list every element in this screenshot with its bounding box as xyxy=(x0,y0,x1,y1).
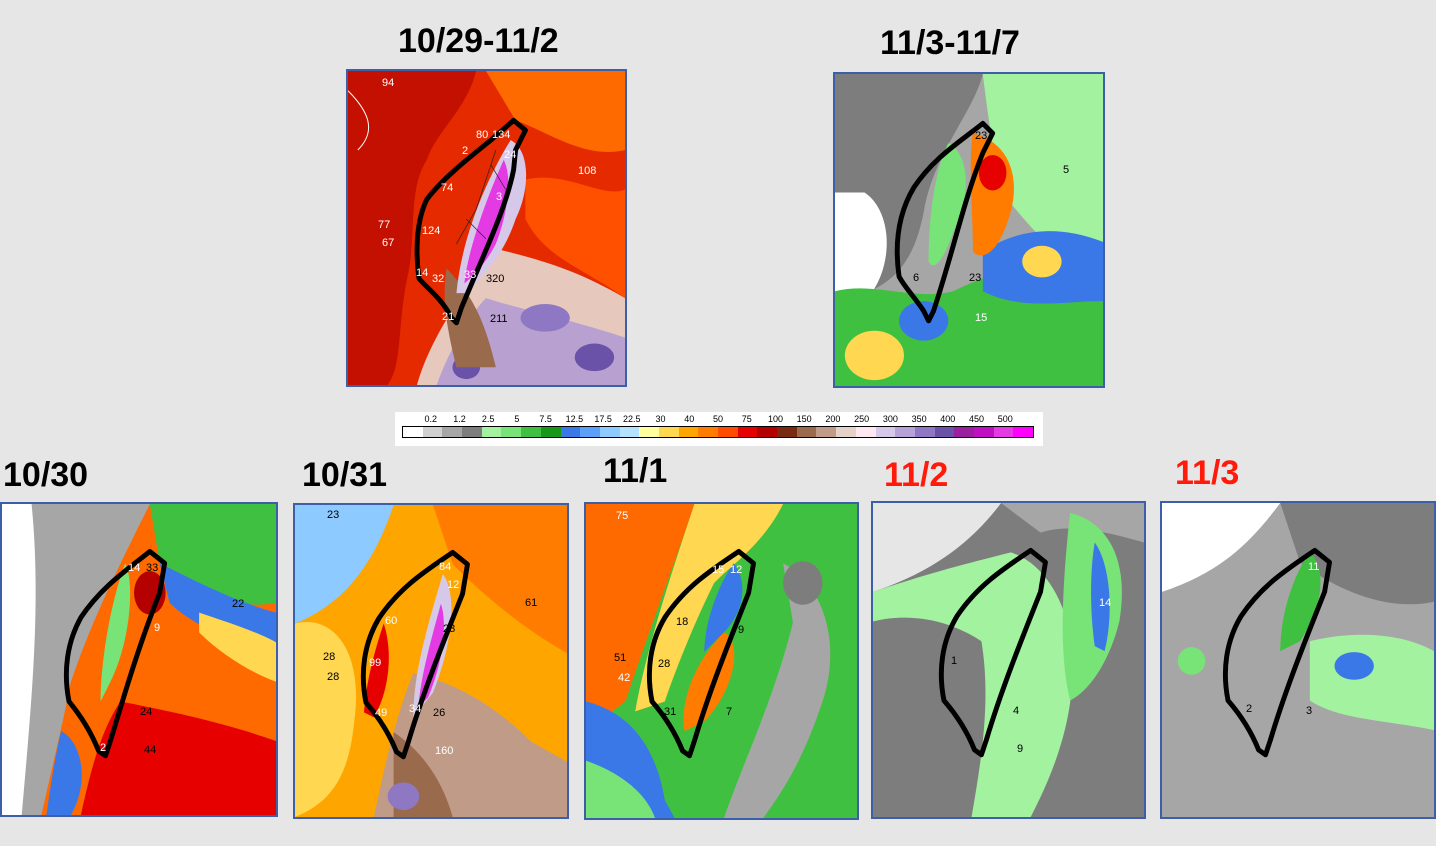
legend-swatch xyxy=(678,427,699,437)
legend-tick-label: 40 xyxy=(684,414,695,424)
rainfall-map-10-31 xyxy=(293,503,569,819)
legend-tick-label: 0.2 xyxy=(424,414,437,424)
legend-swatch xyxy=(836,427,856,437)
rainfall-map-11-2 xyxy=(871,501,1146,819)
legend-tick-label: 12.5 xyxy=(565,414,584,424)
legend-swatch xyxy=(462,427,482,437)
legend-swatch xyxy=(1013,427,1033,437)
rainfall-color-legend: 0.2 1.2 2.5 5 7.5 12.5 17.5 22.5 30 40 50 75 100 150 2… xyxy=(395,412,1043,446)
legend-swatch xyxy=(855,427,876,437)
rainfall-map-11-1 xyxy=(584,502,859,820)
panel-title-11-3: 11/3 xyxy=(1175,454,1240,492)
legend-tick-label: 150 xyxy=(796,414,812,424)
legend-tick-label: 75 xyxy=(741,414,752,424)
legend-tick-label: 50 xyxy=(712,414,724,424)
rainfall-map-10-29-11-2 xyxy=(346,69,627,387)
panel-title-11-1: 11/1 xyxy=(603,452,668,490)
rainfall-map-11-3-11-7 xyxy=(833,72,1105,388)
rainfall-map-10-30 xyxy=(0,502,278,817)
legend-tick-label: 5 xyxy=(514,414,520,424)
legend-swatch xyxy=(580,427,600,437)
legend-tick-label: 450 xyxy=(969,414,985,424)
panel-title-10-30: 10/30 xyxy=(3,456,89,494)
legend-tick-label: 2.5 xyxy=(481,414,495,424)
legend-swatch xyxy=(501,427,522,437)
legend-swatch xyxy=(914,427,935,437)
legend-swatch xyxy=(934,427,955,437)
legend-swatch xyxy=(540,427,561,437)
legend-tick-label: 22.5 xyxy=(623,414,641,424)
legend-swatch xyxy=(737,427,758,437)
legend-swatch xyxy=(422,427,443,437)
legend-tick-label: 500 xyxy=(997,414,1013,424)
legend-swatch xyxy=(639,427,659,437)
legend-swatch xyxy=(619,427,640,437)
panel-title-10-29-11-2: 10/29-11/2 xyxy=(398,22,559,60)
legend-tick-label: 200 xyxy=(825,414,841,424)
legend-swatch xyxy=(403,427,423,437)
legend-tick-label: 100 xyxy=(767,414,783,424)
legend-swatch xyxy=(973,427,994,437)
legend-tick-label: 250 xyxy=(854,414,870,424)
legend-swatch xyxy=(757,427,778,437)
legend-tick-label: 30 xyxy=(655,414,666,424)
legend-swatch xyxy=(816,427,837,437)
legend-swatch xyxy=(560,427,581,437)
panel-title-11-2: 11/2 xyxy=(884,456,949,494)
legend-swatch xyxy=(895,427,915,437)
legend-swatch xyxy=(599,427,620,437)
legend-swatch xyxy=(875,427,896,437)
legend-tick-label: 400 xyxy=(940,414,956,424)
legend-tick-label: 17.5 xyxy=(594,414,612,424)
legend-tick-label: 300 xyxy=(882,414,898,424)
legend-swatch xyxy=(481,427,502,437)
legend-swatch xyxy=(442,427,463,437)
legend-color-bar xyxy=(402,426,1034,438)
legend-swatch xyxy=(993,427,1014,437)
legend-swatch xyxy=(954,427,974,437)
panel-title-10-31: 10/31 xyxy=(302,456,388,494)
legend-swatch xyxy=(658,427,679,437)
legend-swatch xyxy=(777,427,797,437)
legend-tick-label: 1.2 xyxy=(453,414,466,424)
legend-swatch xyxy=(796,427,817,437)
rainfall-map-11-3 xyxy=(1160,501,1436,819)
legend-swatch xyxy=(698,427,718,437)
legend-tick-label: 7.5 xyxy=(539,414,552,424)
legend-swatch xyxy=(718,427,738,437)
panel-title-11-3-11-7: 11/3-11/7 xyxy=(880,24,1020,62)
legend-swatch xyxy=(521,427,541,437)
legend-tick-label: 350 xyxy=(911,414,927,424)
